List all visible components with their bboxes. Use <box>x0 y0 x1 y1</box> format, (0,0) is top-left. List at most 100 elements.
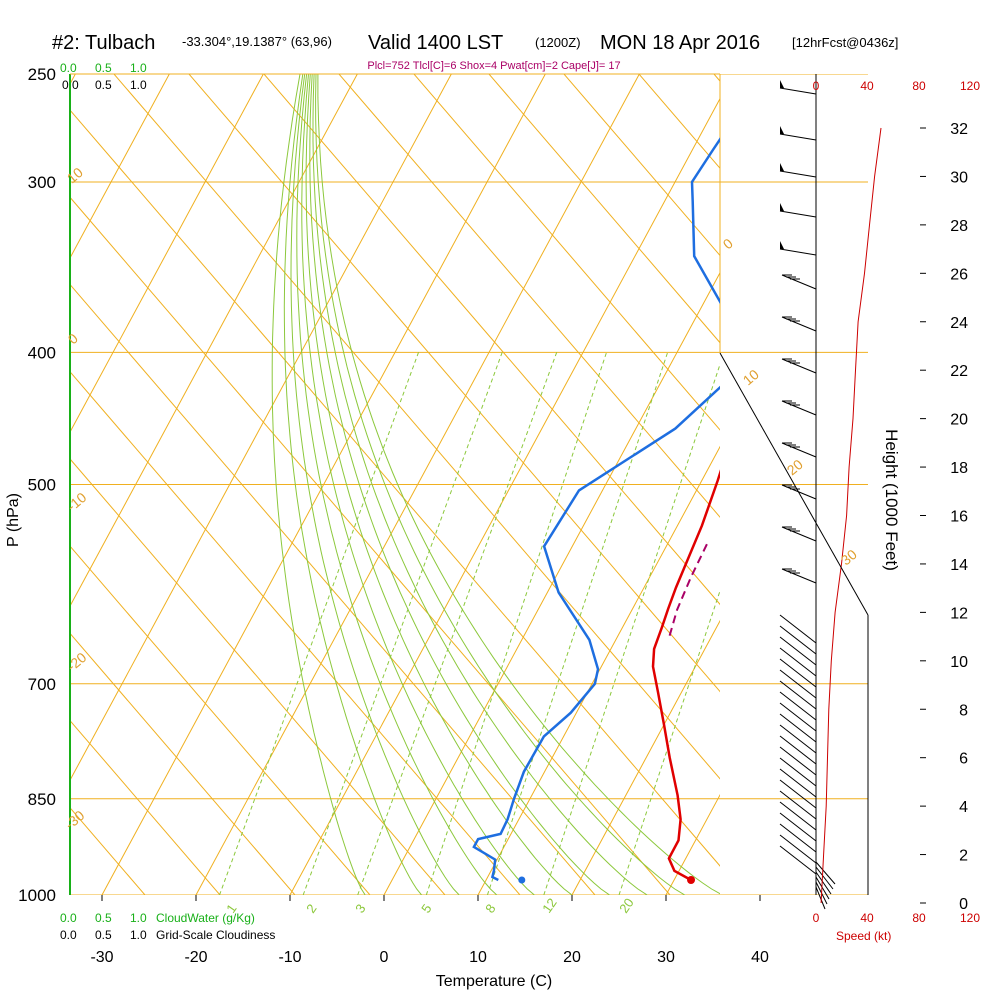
wind-barb <box>779 647 817 677</box>
speed-top-80: 80 <box>912 79 926 93</box>
moist-adiabat-line <box>290 74 460 895</box>
speed-curve <box>820 127 882 904</box>
surface-dewpoint-dot <box>518 876 526 884</box>
moist-adiabat-line <box>309 74 610 895</box>
height-tick-label: 14 <box>950 557 968 574</box>
dry-adiabat-label: -30 <box>62 807 88 832</box>
wind-speed-profile <box>820 127 882 904</box>
forecast-info: [12hrFcst@0436z] <box>792 35 898 50</box>
speed-top-0: 0 <box>813 79 820 93</box>
pressure-axis: 250 300 400 500 700 850 1000 <box>18 65 56 905</box>
dry-adiabat-line <box>413 74 720 431</box>
isotherm-line <box>70 74 170 260</box>
dry-adiabat-line <box>70 458 446 895</box>
height-tick-label: 6 <box>959 751 968 768</box>
isotherm-line <box>70 74 452 782</box>
bot-cw-label: CloudWater (g/Kg) <box>156 911 255 925</box>
wind-barb <box>779 757 817 787</box>
dry-adiabat-label: 10 <box>740 366 762 388</box>
mixing-ratio-label: 2 <box>303 901 319 916</box>
valid-time: Valid 1400 LST <box>368 32 503 54</box>
wind-barb-low <box>815 866 834 890</box>
right-panel-isobars <box>720 74 868 895</box>
dry-adiabat-line <box>338 74 720 518</box>
speed-top-40: 40 <box>860 79 874 93</box>
speed-bot-0: 0 <box>813 911 820 925</box>
isotherm-line <box>70 74 358 608</box>
isotherm-line <box>195 74 640 895</box>
bot-cl-1: 0.5 <box>95 928 112 942</box>
pressure-tick-label: 500 <box>28 476 56 495</box>
pressure-tick-label: 850 <box>28 790 56 809</box>
height-tick-label: 26 <box>950 266 968 283</box>
wind-barb <box>779 834 817 864</box>
wind-barb <box>779 768 817 798</box>
wind-barb-low <box>815 861 836 885</box>
moist-adiabat-line <box>312 74 648 895</box>
thermo-background <box>70 0 1000 895</box>
height-axis-label: Height (1000 Feet) <box>882 429 901 571</box>
wind-barb <box>779 680 817 710</box>
pressure-tick-label: 300 <box>28 173 56 192</box>
wind-barb <box>779 702 817 732</box>
wind-barb-flag <box>780 241 784 249</box>
bot-cw-1: 0.5 <box>95 911 112 925</box>
isotherm-line <box>101 74 546 895</box>
bot-cl-0: 0.0 <box>60 928 77 942</box>
wind-barb <box>779 801 817 831</box>
dry-adiabat-label: 0 <box>65 330 81 347</box>
wind-barb-flag <box>780 163 784 171</box>
top-cw-1: 0.5 <box>95 61 112 75</box>
dry-adiabat-line <box>895 0 1000 895</box>
height-tick-label: 24 <box>950 315 968 332</box>
moist-adiabat-line <box>305 74 573 895</box>
dry-adiabat-label: 20 <box>784 456 806 478</box>
wind-barb <box>779 658 817 688</box>
temperature-tick-label: 10 <box>469 949 487 966</box>
valid-zulu: (1200Z) <box>535 35 581 50</box>
moist-adiabat-line <box>283 74 422 895</box>
wind-barb <box>779 87 817 95</box>
dry-adiabat-line <box>820 0 1000 895</box>
top-cl-2: 1.0 <box>130 78 147 92</box>
right-panel-diagonal <box>719 352 869 616</box>
wind-barbs <box>779 80 836 910</box>
dry-adiabat-line <box>70 719 221 895</box>
moist-adiabat-line <box>317 74 720 895</box>
dry-adiabat-line <box>563 74 720 257</box>
wind-barb-low <box>815 886 826 910</box>
pressure-axis-label: P (hPa) <box>5 493 22 547</box>
wind-barb <box>779 735 817 765</box>
height-tick-label: 30 <box>950 169 968 186</box>
parcel-profile <box>667 543 708 641</box>
wind-barb-low <box>815 871 832 895</box>
height-tick-label: 12 <box>950 605 968 622</box>
moist-adiabat-line <box>301 74 535 895</box>
pressure-tick-label: 250 <box>28 65 56 84</box>
indices-line: Plcl=752 Tlcl[C]=6 Shox=4 Pwat[cm]=2 Cap… <box>367 60 620 72</box>
mixing-ratio-line <box>219 352 420 895</box>
mixing-ratio-label: 8 <box>482 901 498 916</box>
dry-adiabat-label: -10 <box>64 489 90 514</box>
bottom-cloud-scales: 0.0 0.5 1.0 CloudWater (g/Kg) 0.0 0.5 1.… <box>60 911 275 942</box>
height-tick-label: 8 <box>959 702 968 719</box>
moist-adiabat-line <box>271 74 366 895</box>
dry-adiabat-line <box>70 283 596 895</box>
dewpoint-profile <box>472 137 720 882</box>
dry-adiabat-label: 0 <box>720 235 736 252</box>
height-tick-label: 22 <box>950 363 968 380</box>
temperature-tick-label: 20 <box>563 949 581 966</box>
bot-cw-0: 0.0 <box>60 911 77 925</box>
temperature-tick-label: -30 <box>90 949 113 966</box>
wind-barb <box>779 691 817 721</box>
speed-bot-80: 80 <box>912 911 926 925</box>
wind-barb <box>779 779 817 809</box>
station-coords: -33.304°,19.1387° (63,96) <box>182 34 332 49</box>
isotherm-line <box>289 97 720 895</box>
wind-barb <box>779 823 817 853</box>
wind-barb <box>779 170 817 178</box>
temperature-tick-label: 30 <box>657 949 675 966</box>
wind-barb-low <box>815 876 830 900</box>
dry-adiabat-line <box>263 74 720 606</box>
wind-barb <box>779 614 817 644</box>
